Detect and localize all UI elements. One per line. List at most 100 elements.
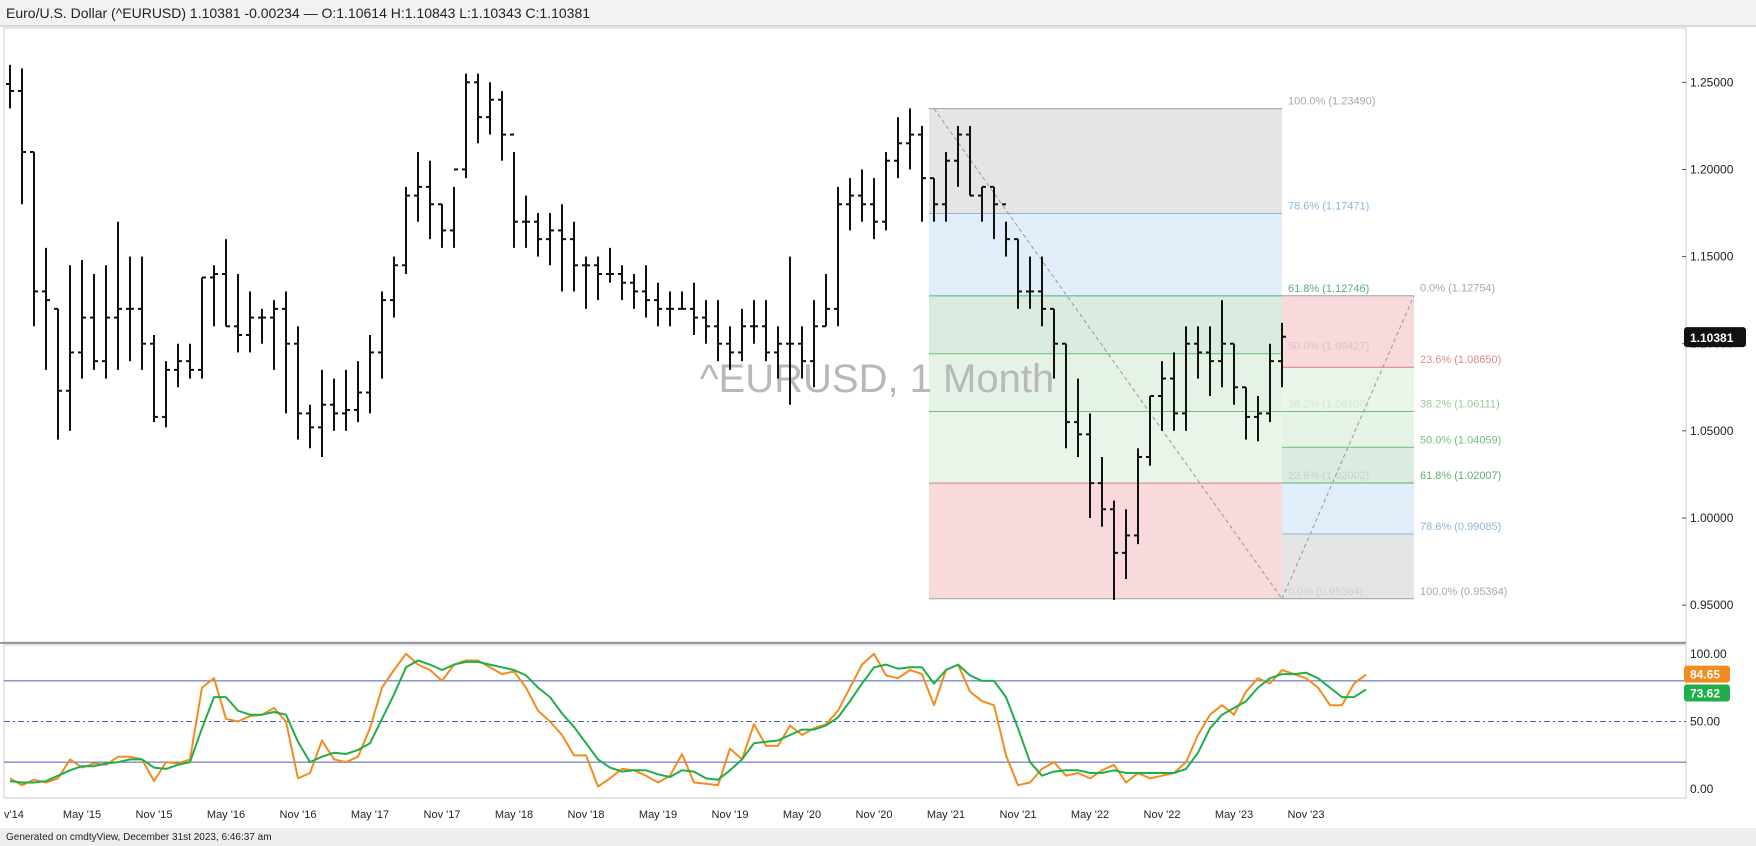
ohlc-bar[interactable] xyxy=(1146,395,1154,466)
ohlc-bar[interactable] xyxy=(522,195,530,248)
ohlc-bar[interactable] xyxy=(582,256,590,309)
ohlc-bar[interactable] xyxy=(18,68,26,205)
ohlc-bar[interactable] xyxy=(318,369,326,457)
ohlc-bar[interactable] xyxy=(1050,307,1058,379)
stochastic-axis[interactable]: 100.00 50.00 0.00 xyxy=(1690,647,1727,796)
ohlc-bar[interactable] xyxy=(246,291,254,353)
ohlc-bar[interactable] xyxy=(366,335,374,414)
ohlc-bar[interactable] xyxy=(894,117,902,179)
ohlc-bar[interactable] xyxy=(798,326,806,379)
ohlc-bar[interactable] xyxy=(1086,413,1094,518)
ohlc-bar[interactable] xyxy=(834,186,842,327)
ohlc-bar[interactable] xyxy=(606,247,614,283)
ohlc-bar[interactable] xyxy=(1158,361,1166,431)
ohlc-bar[interactable] xyxy=(858,169,866,222)
ohlc-bar[interactable] xyxy=(666,291,674,327)
ohlc-bar[interactable] xyxy=(786,256,794,405)
ohlc-bar[interactable] xyxy=(1278,322,1286,388)
ohlc-bar[interactable] xyxy=(1194,326,1202,379)
ohlc-bar[interactable] xyxy=(306,404,314,449)
fib-low-trendline[interactable] xyxy=(1281,295,1415,599)
stochastic-d-line[interactable] xyxy=(9,659,1367,784)
ohlc-bar[interactable] xyxy=(498,91,506,161)
ohlc-bar[interactable] xyxy=(234,274,242,353)
ohlc-bar[interactable] xyxy=(222,239,230,328)
ohlc-bar[interactable] xyxy=(942,152,950,222)
ohlc-bar[interactable] xyxy=(78,260,86,379)
ohlc-bar[interactable] xyxy=(42,247,50,370)
ohlc-bar[interactable] xyxy=(1038,256,1046,327)
ohlc-bar[interactable] xyxy=(774,326,782,379)
ohlc-bar[interactable] xyxy=(618,265,626,301)
ohlc-bar[interactable] xyxy=(1014,238,1022,309)
ohlc-bar[interactable] xyxy=(714,300,722,362)
ohlc-bar[interactable] xyxy=(474,73,482,144)
ohlc-bar[interactable] xyxy=(210,265,218,327)
ohlc-bar[interactable] xyxy=(690,282,698,335)
ohlc-bar[interactable] xyxy=(414,152,422,222)
ohlc-bar[interactable] xyxy=(30,151,38,327)
ohlc-bar[interactable] xyxy=(534,213,542,257)
ohlc-bar[interactable] xyxy=(990,185,998,240)
ohlc-bar[interactable] xyxy=(126,256,134,362)
ohlc-bar[interactable] xyxy=(54,307,62,440)
ohlc-bar[interactable] xyxy=(186,343,194,379)
ohlc-bar[interactable] xyxy=(1206,326,1214,396)
ohlc-bar[interactable] xyxy=(330,378,338,431)
ohlc-bar[interactable] xyxy=(1002,203,1010,257)
ohlc-bar[interactable] xyxy=(438,203,446,248)
ohlc-bar[interactable] xyxy=(90,274,98,370)
ohlc-bar[interactable] xyxy=(882,152,890,231)
ohlc-bar[interactable] xyxy=(930,177,938,222)
ohlc-bar[interactable] xyxy=(1062,342,1070,449)
ohlc-bar[interactable] xyxy=(738,308,746,362)
ohlc-bar[interactable] xyxy=(570,221,578,292)
time-axis[interactable]: v'14 May '15 Nov '15 May '16 Nov '16 May '17 N… xyxy=(4,809,1324,821)
ohlc-bar[interactable] xyxy=(402,186,410,274)
ohlc-bar[interactable] xyxy=(486,82,494,135)
ohlc-bar[interactable] xyxy=(270,300,278,370)
fib-high-trendline[interactable] xyxy=(933,108,1283,600)
ohlc-bar[interactable] xyxy=(462,73,470,179)
ohlc-bar[interactable] xyxy=(378,291,386,379)
ohlc-bar[interactable] xyxy=(870,178,878,240)
ohlc-bar[interactable] xyxy=(810,300,818,388)
ohlc-bar[interactable] xyxy=(102,265,110,379)
ohlc-bar[interactable] xyxy=(642,265,650,318)
ohlc-bar[interactable] xyxy=(162,361,170,428)
ohlc-bar[interactable] xyxy=(594,256,602,301)
ohlc-bar[interactable] xyxy=(846,178,854,231)
ohlc-bar[interactable] xyxy=(1242,386,1250,440)
ohlc-bar[interactable] xyxy=(258,308,266,344)
ohlc-bar[interactable] xyxy=(150,335,158,423)
ohlc-bar[interactable] xyxy=(294,326,302,440)
ohlc-bar[interactable] xyxy=(1218,300,1226,388)
ohlc-bar[interactable] xyxy=(906,108,914,170)
ohlc-bar[interactable] xyxy=(282,291,290,414)
ohlc-bar[interactable] xyxy=(450,168,458,248)
ohlc-bar[interactable] xyxy=(978,185,986,222)
ohlc-bar[interactable] xyxy=(174,343,182,388)
ohlc-bar[interactable] xyxy=(390,256,398,318)
ohlc-bar[interactable] xyxy=(114,221,122,370)
ohlc-bar[interactable] xyxy=(510,133,518,248)
ohlc-bar[interactable] xyxy=(1230,342,1238,405)
ohlc-bar[interactable] xyxy=(918,125,926,222)
ohlc-bar[interactable] xyxy=(66,265,74,431)
ohlc-bar[interactable] xyxy=(354,361,362,423)
ohlc-bar[interactable] xyxy=(342,369,350,431)
ohlc-bar[interactable] xyxy=(1026,256,1034,309)
ohlc-bar[interactable] xyxy=(822,274,830,328)
ohlc-bar[interactable] xyxy=(702,300,710,344)
ohlc-bar[interactable] xyxy=(546,213,554,266)
ohlc-bar[interactable] xyxy=(1122,509,1130,579)
ohlc-bar[interactable] xyxy=(654,282,662,327)
ohlc-bar[interactable] xyxy=(1182,326,1190,431)
ohlc-bar[interactable] xyxy=(1098,457,1106,527)
ohlc-bar[interactable] xyxy=(966,125,974,197)
ohlc-bar[interactable] xyxy=(762,300,770,362)
ohlc-bar[interactable] xyxy=(750,300,758,344)
ohlc-bar[interactable] xyxy=(954,125,962,187)
ohlc-bar[interactable] xyxy=(138,256,146,370)
ohlc-bar[interactable] xyxy=(1074,378,1082,457)
